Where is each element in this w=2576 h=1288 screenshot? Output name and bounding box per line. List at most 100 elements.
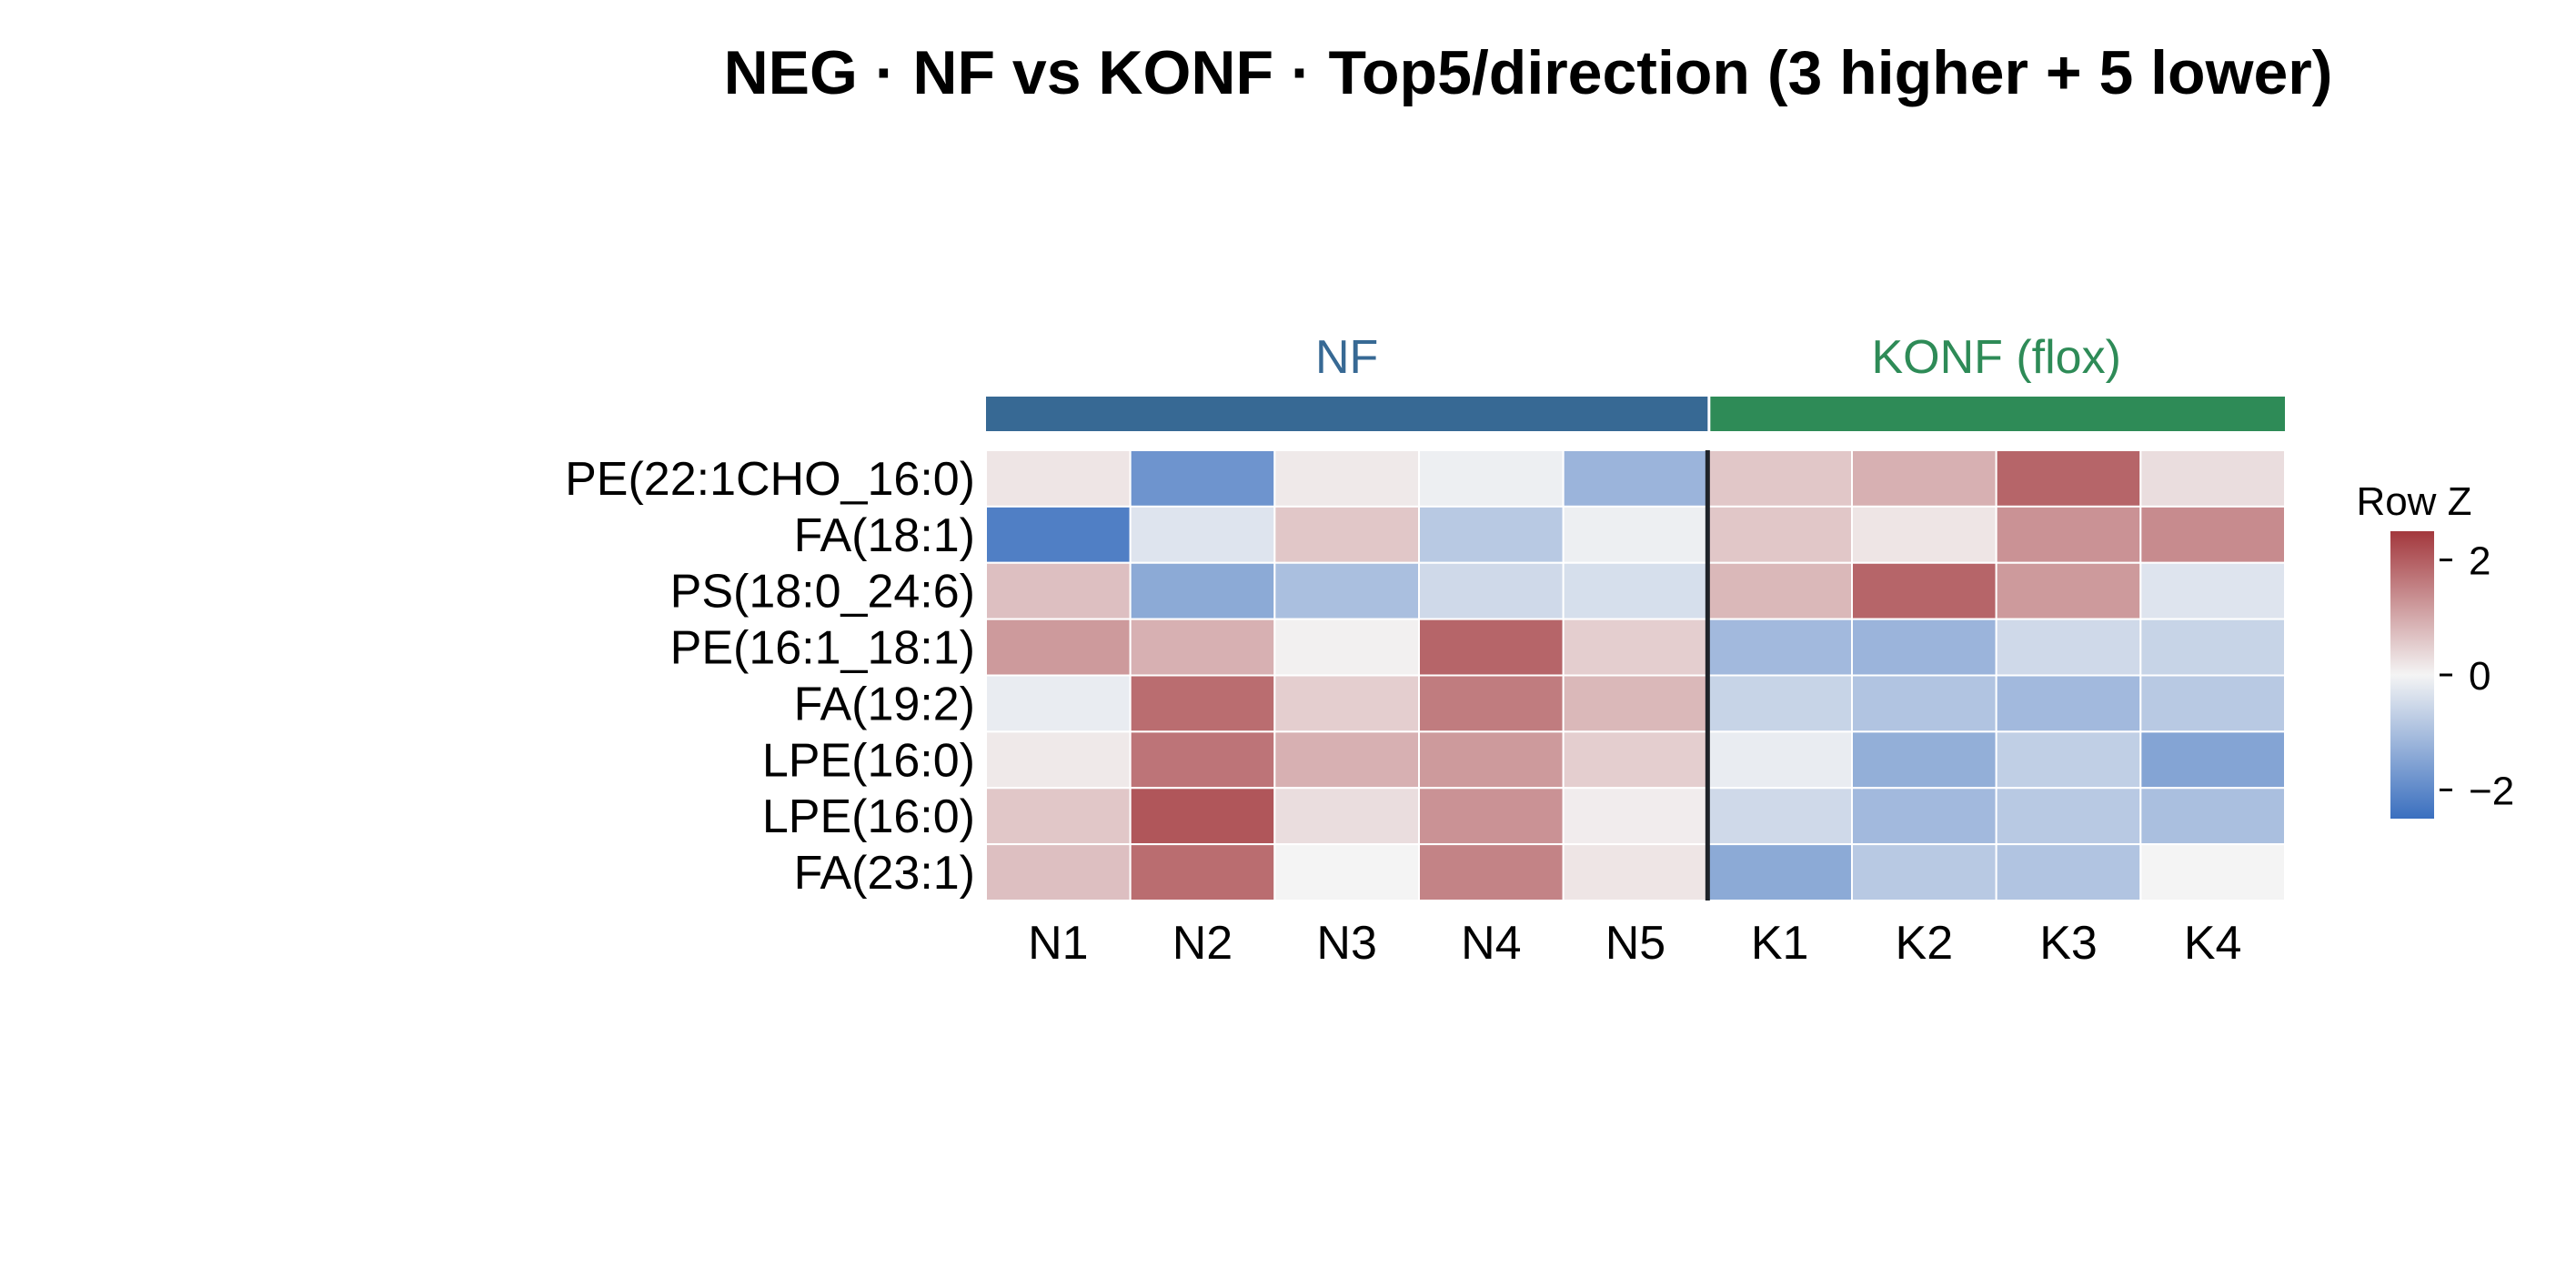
heatmap-cell (1562, 449, 1709, 508)
heatmap-cell (2139, 449, 2286, 508)
chart-title: NEG · NF vs KONF · Top5/direction (3 hig… (724, 38, 2333, 107)
heatmap-cell (1129, 449, 1276, 508)
column-label: N1 (1028, 917, 1088, 970)
heatmap-cell (2139, 505, 2286, 564)
heatmap-cell (2139, 787, 2286, 846)
heatmap-cell (1418, 843, 1565, 901)
heatmap-cell (1851, 674, 1997, 733)
heatmap-cell (1129, 730, 1276, 790)
group-label-konf: KONF (flox) (1871, 331, 2120, 384)
heatmap-cell (1562, 618, 1709, 677)
row-label: LPE(16:0) (762, 790, 975, 843)
heatmap-cell (1129, 787, 1276, 846)
heatmap-cell (1706, 561, 1854, 620)
heatmap-cell (1562, 561, 1709, 620)
heatmap-cell (1129, 618, 1276, 677)
heatmap-cell (1851, 730, 1997, 790)
heatmap-cell (1129, 674, 1276, 733)
heatmap-cell (1995, 561, 2142, 620)
heatmap-cell (985, 730, 1132, 790)
heatmap-cell (2139, 618, 2286, 677)
heatmap-cell (1995, 674, 2142, 733)
heatmap-cell (1129, 843, 1276, 901)
row-label: PE(16:1_18:1) (670, 622, 975, 675)
group-annotation-bars (986, 397, 2285, 431)
heatmap-cell (1562, 505, 1709, 564)
heatmap-cell (1273, 674, 1421, 733)
heatmap-cell (1273, 787, 1421, 846)
heatmap-cells (985, 449, 2286, 901)
column-label: N2 (1172, 917, 1233, 970)
heatmap-cell (1273, 730, 1421, 790)
row-label: FA(19:2) (794, 678, 975, 730)
heatmap-cell (1995, 843, 2142, 901)
heatmap-cell (1706, 843, 1854, 901)
heatmap-cell (2139, 674, 2286, 733)
legend-tick-label: 2 (2469, 539, 2490, 584)
column-label: K1 (1751, 917, 1809, 970)
column-labels: N1 N2 N3 N4 N5 K1 K2 K3 K4 (1028, 917, 2241, 970)
legend-title: Row Z (2356, 479, 2471, 524)
row-label: FA(23:1) (794, 847, 975, 900)
heatmap-cell (1562, 730, 1709, 790)
column-label: N3 (1316, 917, 1376, 970)
heatmap-cell (1995, 449, 2142, 508)
heatmap-cell (1418, 449, 1565, 508)
heatmap-cell (1706, 730, 1854, 790)
heatmap-cell (1995, 505, 2142, 564)
heatmap-cell (2139, 561, 2286, 620)
column-label: N5 (1605, 917, 1665, 970)
heatmap-cell (1851, 561, 1997, 620)
heatmap-cell (1418, 505, 1565, 564)
heatmap-cell (1706, 787, 1854, 846)
heatmap-cell (1273, 843, 1421, 901)
row-labels: PE(22:1CHO_16:0)FA(18:1)PS(18:0_24:6)PE(… (565, 453, 975, 900)
heatmap-cell (1706, 449, 1854, 508)
heatmap-cell (985, 561, 1132, 620)
legend-colorbar (2390, 531, 2434, 819)
heatmap-cell (1562, 674, 1709, 733)
group-bar (986, 397, 1708, 431)
row-label: PE(22:1CHO_16:0) (565, 453, 975, 506)
heatmap-cell (985, 674, 1132, 733)
heatmap-cell (1418, 730, 1565, 790)
heatmap-cell (1418, 787, 1565, 846)
heatmap-cell (1129, 505, 1276, 564)
group-label-nf: NF (1315, 331, 1378, 384)
column-label: K3 (2039, 917, 2098, 970)
heatmap-cell (1851, 618, 1997, 677)
group-bar (1710, 397, 2285, 431)
legend-tick-label: −2 (2469, 769, 2514, 813)
heatmap-cell (1851, 787, 1997, 846)
heatmap-cell (985, 505, 1132, 564)
heatmap-cell (1706, 618, 1854, 677)
heatmap-cell (1129, 561, 1276, 620)
color-legend: Row Z 2 0 −2 (2356, 479, 2514, 819)
heatmap-cell (985, 618, 1132, 677)
heatmap-cell (1418, 561, 1565, 620)
column-label: K4 (2184, 917, 2242, 970)
heatmap-cell (985, 843, 1132, 901)
heatmap-cell (1851, 843, 1997, 901)
heatmap-cell (1995, 730, 2142, 790)
heatmap-cell (1706, 505, 1854, 564)
heatmap-cell (1562, 787, 1709, 846)
row-label: PS(18:0_24:6) (670, 566, 975, 619)
heatmap-cell (985, 787, 1132, 846)
heatmap-cell (1995, 618, 2142, 677)
row-label: FA(18:1) (794, 509, 975, 562)
heatmap-cell (2139, 843, 2286, 901)
row-label: LPE(16:0) (762, 734, 975, 787)
legend-ticks: 2 0 −2 (2440, 539, 2514, 813)
heatmap-cell (1706, 674, 1854, 733)
heatmap-cell (1418, 674, 1565, 733)
heatmap-cell (985, 449, 1132, 508)
heatmap-cell (1418, 618, 1565, 677)
heatmap-cell (1273, 449, 1421, 508)
heatmap-cell (2139, 730, 2286, 790)
column-label: K2 (1896, 917, 1954, 970)
heatmap-cell (1851, 505, 1997, 564)
heatmap-cell (1273, 505, 1421, 564)
heatmap-cell (1562, 843, 1709, 901)
